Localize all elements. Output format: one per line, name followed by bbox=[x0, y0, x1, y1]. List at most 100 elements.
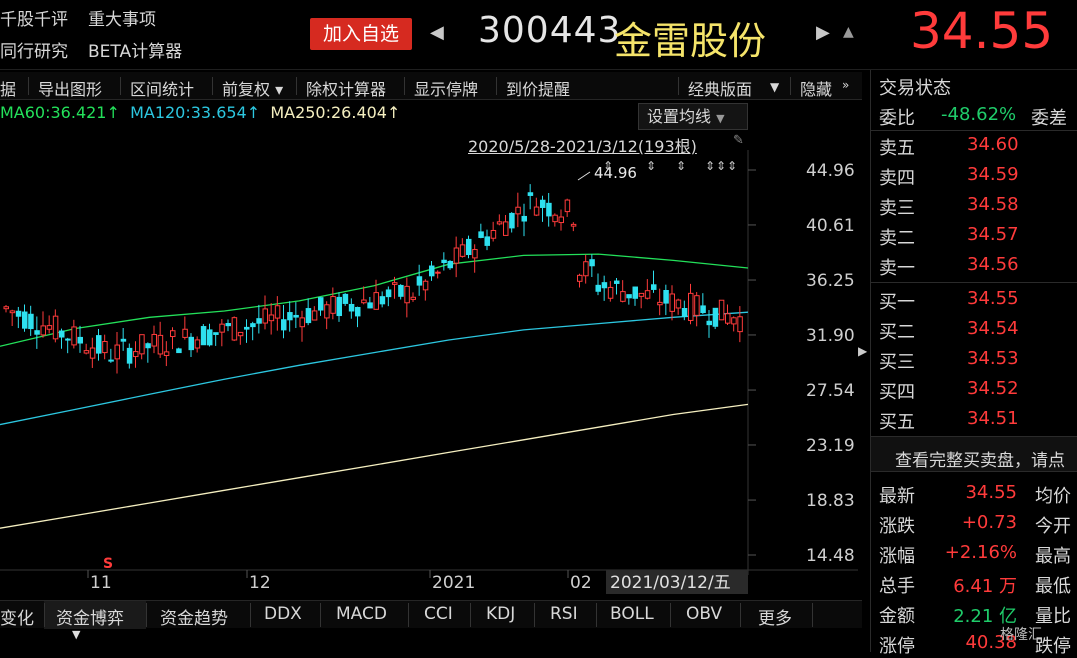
prev-stock-icon[interactable]: ◀ bbox=[430, 22, 444, 43]
ask-1-value: 34.56 bbox=[967, 254, 1019, 275]
tab-change[interactable]: 变化 bbox=[0, 609, 34, 629]
toolbar-classic-layout[interactable]: 经典版面 bbox=[688, 80, 753, 99]
double-chevron-icon[interactable]: » bbox=[842, 78, 850, 92]
link-beta-calc[interactable]: BETA计算器 bbox=[88, 42, 183, 62]
collapse-panel-icon[interactable]: ▶ bbox=[858, 344, 868, 358]
add-watchlist-button[interactable]: 加入自选 bbox=[310, 18, 412, 50]
chevron-down-icon[interactable]: ▼ bbox=[770, 80, 780, 94]
candle-body bbox=[694, 295, 700, 316]
weibi-label: 委比 bbox=[879, 108, 915, 129]
high-marker-label: 44.96 bbox=[594, 164, 637, 182]
tab-fund-trend[interactable]: 资金趋势 bbox=[160, 609, 228, 629]
next-stock-icon[interactable]: ▶ bbox=[816, 22, 830, 43]
candle-body bbox=[336, 296, 342, 317]
candle-body bbox=[262, 308, 268, 324]
set-ma-dropdown[interactable]: 设置均线 ▼ bbox=[638, 103, 748, 130]
tab-rsi[interactable]: RSI bbox=[550, 604, 578, 624]
y-tick-label: 44.96 bbox=[806, 161, 855, 181]
candle-body bbox=[9, 310, 16, 314]
candle-body bbox=[170, 330, 176, 338]
x-tick-label: 11 bbox=[90, 573, 112, 593]
candle-body bbox=[65, 338, 71, 341]
candle-body bbox=[515, 206, 521, 215]
candle-body bbox=[293, 314, 299, 318]
toolbar-exright-calc[interactable]: 除权计算器 bbox=[306, 80, 387, 99]
candle-body bbox=[651, 284, 657, 290]
candle-body bbox=[108, 359, 114, 362]
candle-body bbox=[546, 202, 552, 217]
link-qgqp[interactable]: 千股千评 bbox=[0, 10, 68, 30]
candle-body bbox=[71, 326, 77, 346]
tab-cci[interactable]: CCI bbox=[424, 604, 453, 624]
bell-icon[interactable]: ▲ bbox=[843, 24, 854, 40]
stat-1-label: 涨跌 bbox=[879, 516, 915, 537]
kline-chart[interactable]: 44.96 40.61 36.25 31.90 27.54 23.19 18.83 14.48… bbox=[0, 150, 858, 600]
toolbar-data[interactable]: 据 bbox=[0, 80, 17, 99]
candle-body bbox=[503, 221, 509, 236]
candle-body bbox=[34, 330, 40, 335]
candle-body bbox=[620, 291, 626, 302]
event-marker-icon: ⇕ bbox=[646, 159, 656, 173]
candle-body bbox=[15, 310, 22, 317]
date-range-link[interactable]: 2020/5/28-2021/3/12(193根) bbox=[468, 137, 697, 156]
candle-body bbox=[447, 260, 453, 269]
stat-5-value: 40.38 bbox=[965, 632, 1017, 653]
tab-boll[interactable]: BOLL bbox=[610, 604, 654, 624]
tab-ddx[interactable]: DDX bbox=[264, 604, 302, 624]
candle-body bbox=[231, 317, 238, 341]
toolbar-export[interactable]: 导出图形 bbox=[38, 80, 103, 99]
stock-name: 金雷股份 bbox=[614, 19, 767, 63]
candle-body bbox=[219, 323, 225, 333]
candle-body bbox=[725, 313, 731, 324]
view-full-orderbook-link[interactable]: 查看完整买卖盘，请点 bbox=[895, 451, 1065, 471]
link-major-events[interactable]: 重大事项 bbox=[88, 10, 156, 30]
ask-1-label: 卖一 bbox=[879, 258, 915, 279]
candle-body bbox=[644, 290, 651, 299]
toolbar-fuquan[interactable]: 前复权 ▾ bbox=[222, 80, 284, 99]
candle-body bbox=[281, 319, 287, 331]
toolbar-show-halt[interactable]: 显示停牌 bbox=[414, 80, 479, 99]
candle-body bbox=[3, 306, 9, 310]
candle-body bbox=[367, 302, 373, 309]
bid-1-label: 买一 bbox=[879, 292, 915, 313]
set-ma-label: 设置均线 bbox=[647, 107, 712, 126]
toolbar-price-alert[interactable]: 到价提醒 bbox=[506, 80, 571, 99]
candle-body bbox=[348, 303, 355, 312]
candle-body bbox=[453, 247, 460, 264]
candle-body bbox=[194, 339, 201, 349]
candle-body bbox=[305, 308, 312, 324]
stat-4-label: 金额 bbox=[879, 606, 915, 627]
candle-body bbox=[688, 292, 694, 321]
tab-fund-game[interactable]: 资金博弈 bbox=[56, 609, 124, 629]
tab-more[interactable]: 更多 bbox=[758, 609, 792, 629]
stat-3-extra: 最低 bbox=[1035, 576, 1071, 597]
ma120-label: MA120:33.654↑ bbox=[130, 103, 261, 122]
tab-kdj[interactable]: KDJ bbox=[486, 604, 516, 624]
logo-watermark: 格隆汇 bbox=[1000, 627, 1042, 643]
candle-body bbox=[373, 292, 379, 310]
y-tick-label: 31.90 bbox=[806, 326, 855, 346]
stat-2-value: +2.16% bbox=[944, 542, 1017, 563]
bid-3-value: 34.53 bbox=[967, 348, 1019, 369]
candle-body bbox=[200, 326, 207, 346]
candle-body bbox=[410, 296, 416, 300]
toolbar-hide[interactable]: 隐藏 bbox=[800, 80, 833, 99]
event-marker-icon: ⇕ bbox=[676, 159, 686, 173]
candle-body bbox=[429, 265, 435, 277]
candle-body bbox=[657, 301, 663, 306]
stat-0-extra: 均价 bbox=[1035, 486, 1071, 507]
tab-macd[interactable]: MACD bbox=[336, 604, 387, 624]
tab-obv[interactable]: OBV bbox=[686, 604, 723, 624]
stat-3-value: 6.41 万 bbox=[953, 576, 1017, 597]
candle-body bbox=[570, 223, 577, 227]
stock-code: 300443 bbox=[478, 10, 622, 51]
candle-body bbox=[466, 238, 472, 256]
candle-body bbox=[139, 334, 145, 355]
toolbar-interval-stats[interactable]: 区间统计 bbox=[130, 80, 195, 99]
chevron-down-icon: ▼ bbox=[716, 112, 725, 125]
link-peer-research[interactable]: 同行研究 bbox=[0, 42, 68, 62]
current-price: 34.55 bbox=[910, 2, 1054, 60]
ask-5-value: 34.60 bbox=[967, 134, 1019, 155]
high-marker-line bbox=[577, 171, 591, 181]
pin-icon[interactable]: ✎ bbox=[733, 133, 744, 148]
